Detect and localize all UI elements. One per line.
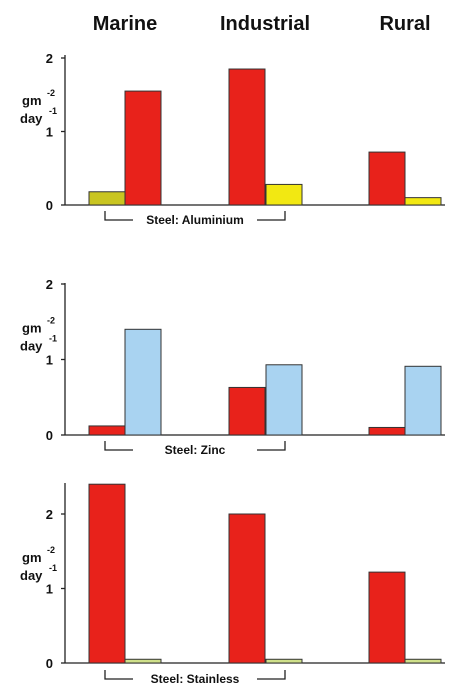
y-tick-label: 2: [46, 507, 53, 522]
unit-label-gm: gm: [22, 550, 42, 565]
bracket-right: [257, 670, 286, 680]
bar-steel-industrial: [228, 513, 266, 664]
bar-zinc-rural: [404, 365, 442, 436]
pair-label: Steel: Stainless: [151, 672, 240, 684]
y-tick-label: 0: [46, 198, 53, 213]
pair-label: Steel: Zinc: [165, 443, 226, 457]
bar-aluminium-marine: [88, 191, 126, 206]
unit-label-day: day: [20, 339, 43, 354]
bar-steel-rural: [368, 571, 406, 664]
unit-label-day: day: [20, 111, 43, 126]
bar-stainless-industrial: [265, 658, 303, 664]
unit-label-gm: gm: [22, 93, 42, 108]
bar-stainless-marine: [124, 658, 162, 664]
chart-panel-1: 0 1 2 gm -2 day -1 Steel: Aluminium: [20, 51, 445, 227]
chart-panel-2: 0 1 2 gm -2 day -1 Steel: Zinc: [20, 277, 445, 457]
y-tick-label: 1: [46, 125, 53, 140]
bracket-left: [104, 670, 133, 680]
y-tick-label: 0: [46, 428, 53, 443]
chart-panels: 0 1 2 gm -2 day -1 Steel: Aluminium 0 1 2 gm -2 day -1…: [20, 51, 445, 684]
header-marine: Marine: [93, 13, 157, 35]
unit-label-day: day: [20, 568, 43, 583]
unit-label-exp1: -2: [47, 316, 55, 326]
bar-steel-marine: [124, 90, 162, 206]
y-tick-label: 0: [46, 656, 53, 671]
y-tick-label: 2: [46, 51, 53, 66]
pair-label: Steel: Aluminium: [146, 213, 244, 227]
environment-headers: Marine Industrial Rural: [93, 13, 431, 35]
bar-steel-industrial: [228, 68, 266, 206]
y-tick-label: 2: [46, 277, 53, 292]
bar-steel-rural: [368, 426, 406, 436]
bracket-left: [104, 441, 133, 451]
unit-label-exp2: -1: [49, 106, 57, 116]
bar-aluminium-industrial: [265, 183, 303, 206]
header-industrial: Industrial: [220, 13, 310, 35]
bar-stainless-rural: [404, 658, 442, 664]
bracket-right: [257, 441, 286, 451]
bracket-left: [104, 211, 133, 221]
bracket-right: [257, 211, 286, 221]
unit-label-exp1: -2: [47, 88, 55, 98]
header-rural: Rural: [379, 13, 430, 35]
bar-zinc-industrial: [265, 364, 303, 436]
bar-zinc-marine: [124, 328, 162, 436]
bar-steel-rural: [368, 151, 406, 206]
chart-panel-3: 0 1 2 gm -2 day -1 Steel: Stainless: [20, 483, 445, 684]
unit-label-exp1: -2: [47, 545, 55, 555]
unit-label-exp2: -1: [49, 563, 57, 573]
y-tick-label: 1: [46, 353, 53, 368]
bar-steel-industrial: [228, 386, 266, 436]
bar-steel-marine: [88, 425, 126, 436]
unit-label-gm: gm: [22, 321, 42, 336]
unit-label-exp2: -1: [49, 334, 57, 344]
bar-steel-marine: [88, 483, 126, 664]
y-tick-label: 1: [46, 582, 53, 597]
bar-aluminium-rural: [404, 197, 442, 206]
